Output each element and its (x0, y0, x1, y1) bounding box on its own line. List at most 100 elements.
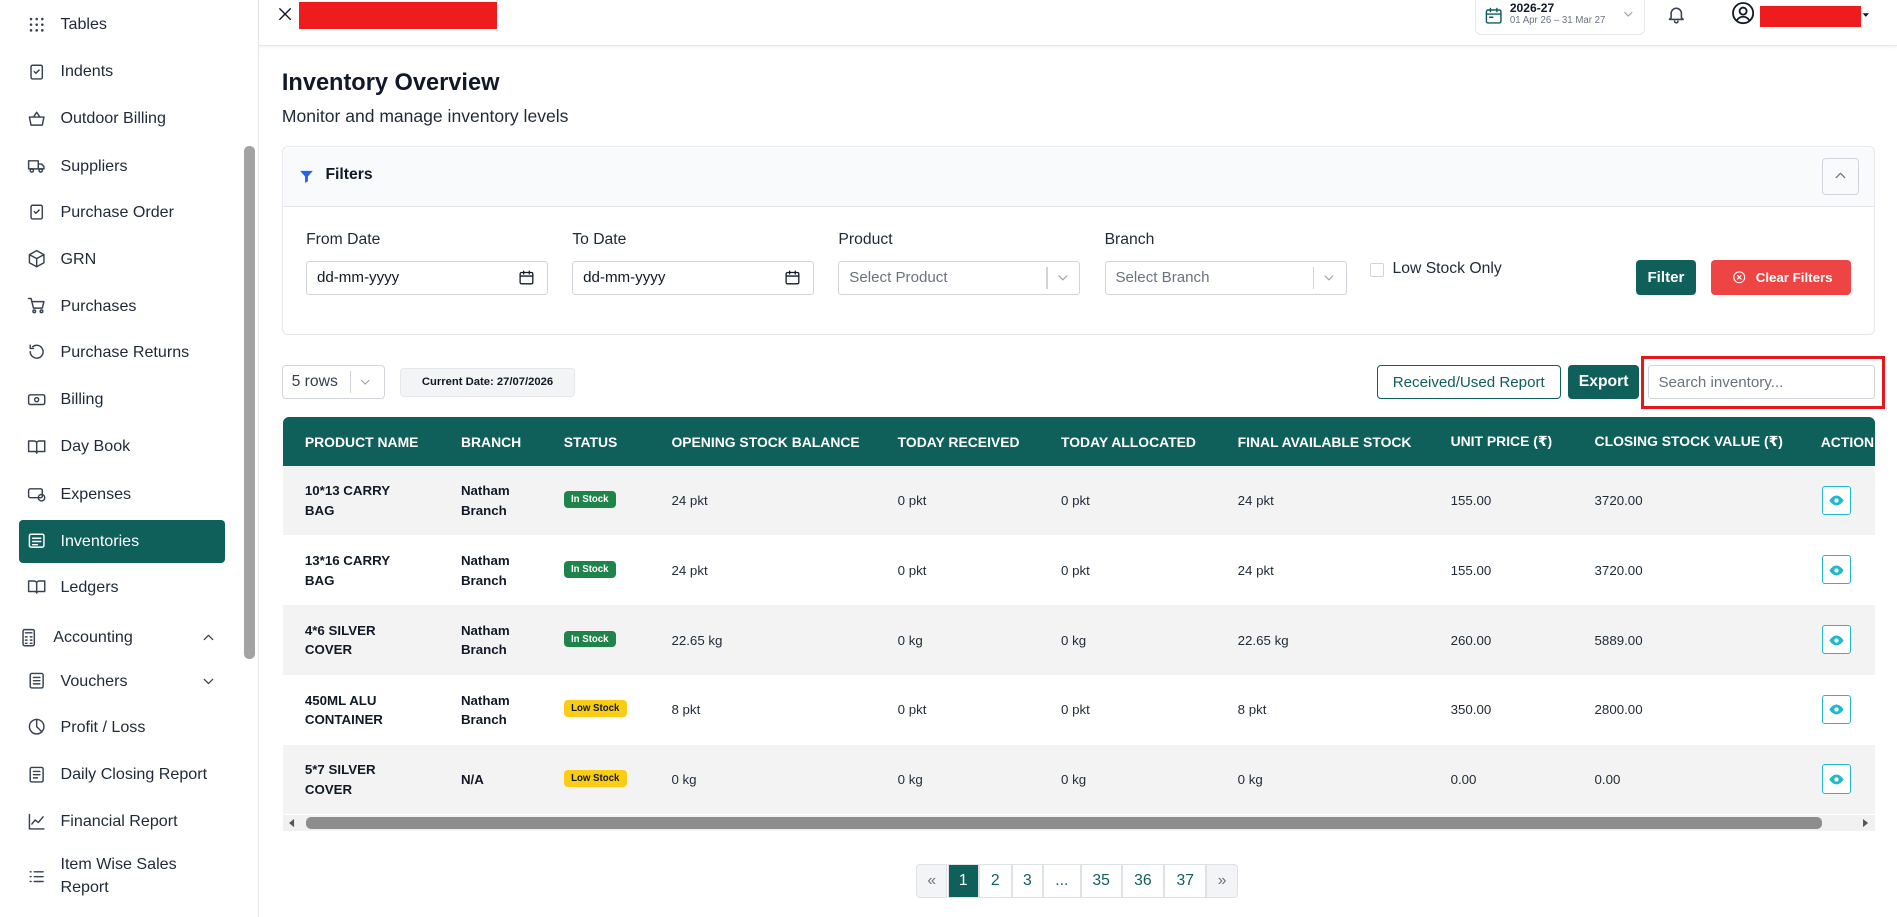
menu-icon (28, 813, 45, 830)
page-button[interactable]: 36 (1121, 863, 1165, 898)
menu-item[interactable]: Purchase Order (60, 202, 174, 221)
menu-icon (27, 580, 46, 594)
icon-shape (1834, 707, 1839, 713)
icon-shape (1058, 275, 1068, 281)
menu-item[interactable]: Outdoor Billing (60, 109, 166, 128)
icon-shape (1862, 12, 1869, 17)
export-button[interactable]: Export (1567, 365, 1640, 400)
page-button[interactable]: » (1206, 863, 1238, 898)
cell: 24 pkt (1237, 493, 1274, 509)
page-button[interactable]: 2 (978, 863, 1012, 898)
page-button[interactable]: 37 (1164, 863, 1207, 898)
menu-item[interactable]: Suppliers (60, 156, 128, 175)
menu-section[interactable]: Accounting (53, 628, 133, 647)
status-badge: In Stock (563, 560, 616, 578)
status-badge: In Stock (563, 630, 616, 648)
cell-bold: 450ML ALU CONTAINER (304, 692, 383, 727)
icon-shape (1668, 7, 1684, 24)
fiscal-year-selector[interactable] (1474, 0, 1646, 36)
search-highlight (1640, 355, 1885, 409)
menu-item[interactable]: Financial Report (60, 812, 178, 831)
icon-shape (29, 168, 34, 173)
filter-button[interactable]: Filter (1635, 260, 1697, 296)
menu-item[interactable]: GRN (60, 249, 97, 268)
icon-shape (1835, 172, 1845, 179)
menu-item[interactable]: Purchases (60, 296, 137, 315)
checkbox-label: Low Stock Only (1392, 260, 1502, 278)
page-button[interactable]: 35 (1080, 863, 1122, 898)
menu-item[interactable]: Tables (60, 15, 107, 34)
h-scrollbar-thumb (306, 816, 1822, 829)
cell-bold: 4*6 SILVER COVER (304, 622, 376, 658)
column-header: STATUS (563, 433, 618, 450)
icon-shape (37, 493, 46, 502)
select-divider (1046, 267, 1048, 290)
icon-shape (1736, 16, 1751, 22)
date-input[interactable] (572, 261, 815, 296)
menu-item[interactable]: Daily Closing Report (60, 765, 208, 784)
chevron-up (1835, 172, 1845, 179)
icon-shape (1733, 271, 1746, 284)
icon-shape (29, 344, 44, 360)
page-button[interactable]: ... (1043, 863, 1081, 898)
input-placeholder: dd-mm-yyyy (316, 268, 400, 286)
select-input[interactable] (838, 261, 1081, 296)
icon-shape (29, 22, 32, 26)
cell: 155.00 (1450, 562, 1492, 578)
menu-item[interactable]: Purchase Returns (60, 342, 190, 361)
menu-item[interactable]: Indents (60, 62, 114, 81)
column-header: TODAY ALLOCATED (1061, 433, 1196, 450)
collapse-button[interactable] (1821, 158, 1860, 195)
select-input[interactable] (1104, 261, 1347, 296)
menu-item[interactable]: Profit / Loss (60, 718, 146, 736)
calendar-icon (785, 270, 800, 285)
menu-item[interactable]: Day Book (60, 437, 131, 456)
menu-icon (29, 766, 44, 783)
page-button[interactable]: 1 (947, 863, 979, 898)
icon-shape (40, 22, 44, 26)
cell: 0 kg (1237, 771, 1263, 787)
icon-shape (27, 488, 43, 499)
menu-item[interactable]: Expenses (60, 484, 132, 503)
cell-bold: 13*16 CARRY BAG (304, 553, 390, 588)
checkbox[interactable] (1369, 262, 1385, 278)
cell: 0 kg (897, 632, 923, 648)
icon-shape (32, 677, 41, 686)
chevron-down (1624, 12, 1633, 17)
date-input[interactable] (306, 261, 549, 296)
clear-filters-button[interactable]: Clear Filters (1710, 260, 1852, 296)
icon-shape (31, 537, 42, 546)
table-row (283, 605, 1876, 675)
report-button[interactable]: Received/Used Report (1376, 365, 1561, 400)
icon-shape (28, 813, 45, 830)
icon-shape (519, 271, 534, 285)
menu-item[interactable]: Vouchers (60, 672, 128, 691)
menu-icon (27, 393, 46, 405)
icon-shape (28, 111, 45, 126)
cell: 260.00 (1450, 632, 1492, 648)
menu-icon (29, 17, 44, 32)
user-icon (1732, 2, 1755, 25)
menu-item[interactable]: Ledgers (60, 577, 119, 596)
menu-item[interactable]: Inventories (60, 531, 140, 550)
field-label: Branch (1104, 231, 1155, 249)
field-label: From Date (306, 231, 381, 249)
redacted-name (298, 2, 498, 30)
search-input[interactable]: Search inventory... (1647, 365, 1876, 400)
menu-item[interactable]: Item Wise Sales Report (60, 854, 177, 896)
icon-shape (29, 28, 32, 32)
icon-shape (361, 379, 370, 385)
cell: 0 pkt (1061, 493, 1090, 509)
cell: 2800.00 (1594, 702, 1643, 718)
page-button[interactable]: « (916, 863, 948, 898)
icon-shape (1834, 638, 1839, 643)
current-date: Current Date: 27/07/2026 (400, 367, 575, 397)
icon-shape (519, 270, 534, 277)
menu-item[interactable]: Billing (60, 390, 104, 409)
menu-icon (27, 488, 46, 502)
menu-icon (27, 160, 45, 173)
page-button[interactable]: 3 (1011, 863, 1044, 898)
cell: 0 kg (671, 771, 697, 787)
menu-icon (29, 673, 44, 690)
icon-shape (1738, 6, 1748, 16)
